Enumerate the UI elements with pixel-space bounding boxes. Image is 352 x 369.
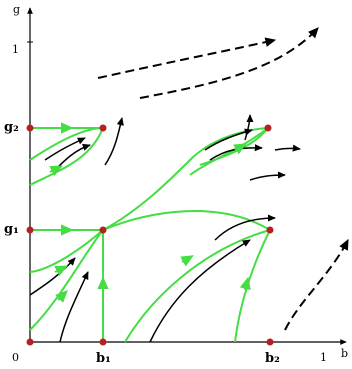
fixed-point-g2 xyxy=(26,124,34,132)
flow-arrow-10 xyxy=(249,171,286,181)
separatrix-g2-fan-a xyxy=(29,127,104,161)
y-tick-one-label: 1 xyxy=(12,43,19,56)
separatrix-b2-a xyxy=(124,229,271,343)
separatrix-arrows xyxy=(49,122,251,303)
separatrix-b1-down xyxy=(29,229,104,331)
y-axis-label: g xyxy=(13,3,21,16)
fixed-point-g1-b2 xyxy=(266,226,274,234)
flow-arrow-12 xyxy=(274,144,301,152)
flow-arrow-2 xyxy=(54,143,91,171)
dashed-flow-lower-right xyxy=(284,238,349,331)
x-tick-one-label: 1 xyxy=(320,351,327,364)
flow-arrow-6 xyxy=(149,239,251,343)
g1-label: g₁ xyxy=(4,222,19,237)
fixed-point-origin xyxy=(26,338,34,346)
separatrix-arrow-7 xyxy=(239,276,251,291)
origin-label: 0 xyxy=(12,351,19,364)
fixed-point-b1 xyxy=(99,338,107,346)
g2-label: g₂ xyxy=(4,120,19,135)
separatrix-arrow-4 xyxy=(54,265,69,277)
separatrix-arrow-3 xyxy=(49,165,64,177)
flow-arrow-3 xyxy=(104,117,124,166)
b1-label: b₁ xyxy=(96,351,111,366)
separatrix-arrow-8 xyxy=(233,143,247,155)
dashed-flow-top-far-right xyxy=(139,27,319,99)
fixed-point-b2 xyxy=(266,338,274,346)
flow-arrow-1 xyxy=(44,137,86,161)
separatrix-g2-fan-b xyxy=(29,127,104,186)
fixed-point-g2-b2 xyxy=(264,124,272,132)
fixed-points xyxy=(26,124,274,346)
separatrix-b1-up xyxy=(102,127,269,231)
separatrix-b1-down2 xyxy=(29,229,104,273)
separatrix-b2-c xyxy=(189,127,269,176)
flow-arrows xyxy=(29,114,301,343)
flow-arrow-7 xyxy=(214,214,276,241)
dashed-flow-top-right xyxy=(97,37,277,79)
flow-arrow-11 xyxy=(244,114,254,141)
b2-label: b₂ xyxy=(265,351,280,366)
flow-arrow-5 xyxy=(59,271,89,343)
separatrix-arrow-5 xyxy=(55,290,68,303)
flow-arrow-4 xyxy=(29,257,76,296)
x-axis-label: b xyxy=(341,347,349,360)
fixed-point-g2-b1 xyxy=(99,124,107,132)
dashed-flows xyxy=(97,27,349,331)
fixed-point-g1-b1 xyxy=(99,226,107,234)
separatrix-arrow-6 xyxy=(180,255,194,267)
fixed-point-g1 xyxy=(26,226,34,234)
axes xyxy=(27,7,347,345)
